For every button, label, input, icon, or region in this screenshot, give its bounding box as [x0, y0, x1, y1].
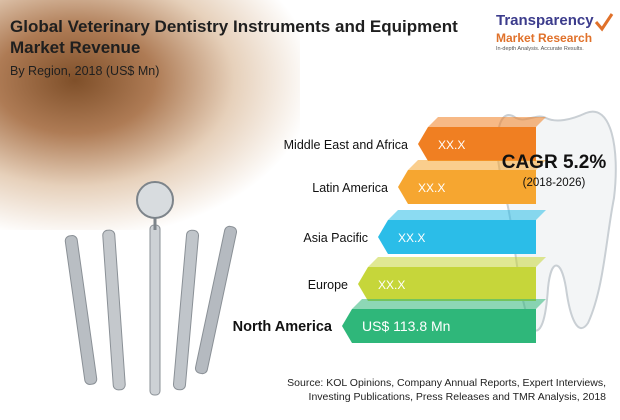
bar-top-2 [388, 210, 546, 220]
company-logo: Transparency Market Research In-depth An… [496, 12, 616, 62]
bar-4 [342, 309, 536, 343]
bar-2 [378, 220, 536, 254]
category-label-4: North America [233, 319, 333, 335]
bar-value-label-1: XX.X [418, 181, 445, 195]
bar-top-0 [428, 117, 546, 127]
logo-line1: Transparency [496, 12, 594, 29]
check-icon [594, 13, 614, 32]
category-label-2: Asia Pacific [303, 231, 368, 245]
bar-top-3 [368, 257, 546, 267]
source-note: Source: KOL Opinions, Company Annual Rep… [287, 376, 606, 404]
source-line1: Source: KOL Opinions, Company Annual Rep… [287, 377, 606, 389]
category-label-0: Middle East and Africa [284, 138, 408, 152]
bar-value-label-2: XX.X [398, 231, 425, 245]
bar-1 [398, 170, 536, 204]
source-line2: Investing Publications, Press Releases a… [308, 391, 606, 403]
bar-0 [418, 127, 536, 161]
logo-line2: Market Research [496, 31, 593, 45]
cagr-value: CAGR 5.2% [501, 152, 607, 173]
chart-subtitle: By Region, 2018 (US$ Mn) [10, 64, 160, 78]
cagr-callout: CAGR 5.2% (2018-2026) [498, 152, 610, 189]
bar-3 [358, 267, 536, 301]
bar-top-4 [352, 299, 546, 309]
bar-top-1 [408, 160, 546, 170]
chart-title: Global Veterinary Dentistry Instruments … [10, 17, 458, 57]
bar-value-label-0: XX.X [438, 138, 465, 152]
category-label-1: Latin America [312, 181, 388, 195]
logo-tagline: In-depth Analysis. Accurate Results. [496, 46, 584, 52]
dental-instruments-illustration [64, 181, 238, 396]
bar-value-label-4: US$ 113.8 Mn [362, 318, 450, 334]
cagr-period: (2018-2026) [522, 177, 586, 189]
category-label-3: Europe [308, 278, 348, 292]
bar-value-label-3: XX.X [378, 278, 405, 292]
